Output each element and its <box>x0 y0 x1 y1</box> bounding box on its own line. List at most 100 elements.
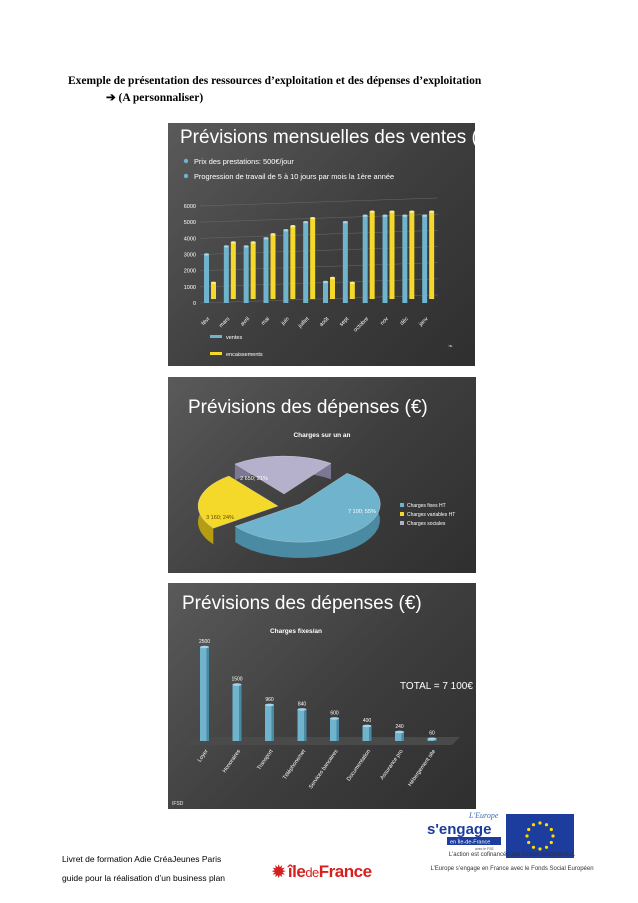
fixed-cost-bar <box>265 704 274 741</box>
fixed-cost-category-label: Hébergement site <box>407 749 437 788</box>
arrow-icon: ➔ <box>106 92 116 104</box>
pie-legend-swatch <box>400 503 404 507</box>
sales-bar-cap <box>342 220 348 224</box>
eu-star <box>549 840 553 845</box>
fixed-cost-bar-shade <box>206 647 209 741</box>
sales-gridline <box>199 294 439 304</box>
sales-forecast-slide: Prévisions mensuelles des ventes (€) Pri… <box>168 123 475 366</box>
footer-left: Livret de formation Adie CréaJeunes Pari… <box>62 850 225 888</box>
fixed-cost-value-label: 60 <box>429 731 435 737</box>
pie-legend-label: Charges variables HT <box>407 512 455 518</box>
sales-category-label: mars <box>218 316 231 329</box>
eu-star <box>544 845 549 849</box>
fixed-cost-category-label: Documentation <box>346 749 372 783</box>
slide1-title: Prévisions mensuelles des ventes (€) <box>180 127 475 148</box>
sales-bar-ventes <box>323 281 328 303</box>
sales-gridline <box>199 230 439 239</box>
fixed-cost-category-label: Honoraires <box>222 749 242 775</box>
sales-gridline <box>199 213 439 223</box>
eu-star <box>544 823 549 827</box>
sales-gridline <box>199 278 439 288</box>
sales-category-label: juin <box>280 316 291 327</box>
sales-bar-cap <box>250 241 256 244</box>
sales-bar-ventes <box>342 222 348 303</box>
fixed-cost-bar-cap <box>362 724 372 728</box>
sales-category-label: sept <box>339 316 351 328</box>
sales-ytick-label: 6000 <box>184 204 196 210</box>
sales-category-label: juillet <box>297 316 311 330</box>
eu-star <box>551 834 555 838</box>
legend-ventes: ventes <box>226 335 242 341</box>
sales-ytick-label: 5000 <box>184 220 196 226</box>
sales-bar-cap <box>409 210 415 213</box>
sales-bar-encaissements <box>330 277 335 299</box>
footer-line2: guide pour la réalisation d’un business … <box>62 873 226 883</box>
sales-bar-cap <box>429 210 435 213</box>
legend-swatch-encaissements <box>210 352 222 355</box>
sales-bar-cap <box>362 214 368 217</box>
sales-bar-encaissements <box>389 211 395 299</box>
sales-bar-cap <box>290 225 296 228</box>
sales-ytick-label: 3000 <box>184 253 196 259</box>
fixed-cost-bar-shade <box>434 738 437 741</box>
svg-text:avec le FSE: avec le FSE <box>475 847 495 851</box>
ile-de-france-star-icon: ✹ <box>272 864 285 881</box>
sales-bar-encaissements <box>250 242 256 299</box>
svg-text:s'engage: s'engage <box>427 821 491 838</box>
eu-star <box>538 821 542 825</box>
fixed-cost-bar <box>362 725 372 741</box>
sales-bar-cap <box>349 281 355 285</box>
fixed-cost-bar-shade <box>239 684 242 741</box>
slide3-title: Prévisions des dépenses (€) <box>182 593 422 614</box>
sales-bar-cap <box>270 233 276 236</box>
sales-bar-cap <box>211 281 216 285</box>
fixed-cost-value-label: 960 <box>265 697 274 703</box>
bullet-dot-1 <box>183 158 189 164</box>
sales-gridline <box>199 246 439 255</box>
sales-bar-encaissements <box>369 211 375 299</box>
fixed-cost-bar <box>395 731 404 741</box>
sales-category-label: mai <box>260 316 271 327</box>
eu-star <box>527 827 531 832</box>
sales-bar-encaissements <box>211 282 216 299</box>
eu-star <box>531 823 536 827</box>
fixed-cost-bar-cap <box>297 708 307 711</box>
sales-bar-encaissements <box>349 282 355 299</box>
sales-bar-ventes <box>263 238 269 303</box>
fixed-cost-bar-cap <box>395 730 404 734</box>
legend-encaissements: encaissements <box>226 352 263 358</box>
fixed-cost-bar-shade <box>336 718 339 741</box>
sales-ytick-label: 1000 <box>184 285 196 291</box>
fixed-cost-value-label: 400 <box>363 718 372 724</box>
sales-bar-cap <box>369 210 375 213</box>
page-heading: Exemple de présentation des ressources d… <box>68 73 481 107</box>
bullet-dot-2 <box>183 173 189 179</box>
eu-star <box>527 840 531 845</box>
sales-bar-ventes <box>362 215 368 303</box>
eu-star <box>525 834 529 838</box>
heading-line2: ➔ (A personnaliser) <box>68 90 481 107</box>
bar-chart-title: Charges fixes/an <box>270 628 322 635</box>
sales-bar-ventes <box>204 254 209 303</box>
sales-bar-encaissements <box>290 226 296 299</box>
svg-text:L'Europe: L'Europe <box>468 811 499 820</box>
sales-bar-cap <box>204 253 209 256</box>
fixed-cost-bar-shade <box>271 704 274 741</box>
fixed-cost-bar <box>232 684 242 741</box>
pie-slice-charges-fixes-ht <box>234 473 381 543</box>
sales-ytick-label: 0 <box>193 301 196 307</box>
footer-right: L'action est cofinancée par l'Union euro… <box>412 848 612 876</box>
fixed-cost-bar-shade <box>369 725 372 741</box>
fixed-cost-bar-cap <box>200 645 209 649</box>
pie-slice-side <box>235 473 380 558</box>
sales-category-label: nov <box>379 316 390 327</box>
sales-bar-encaissements <box>310 218 316 299</box>
pie-legend-swatch <box>400 521 404 525</box>
footer-line1: Livret de formation Adie CréaJeunes Pari… <box>62 854 222 864</box>
fixed-cost-value-label: 600 <box>330 710 339 716</box>
pie-slice-label: 7 100; 55% <box>348 509 376 515</box>
legend-swatch-ventes <box>210 335 222 338</box>
fixed-cost-value-label: 2500 <box>199 639 210 645</box>
sales-bar-cap <box>330 276 335 280</box>
fixed-cost-category-label: Services bancaires <box>308 749 340 791</box>
